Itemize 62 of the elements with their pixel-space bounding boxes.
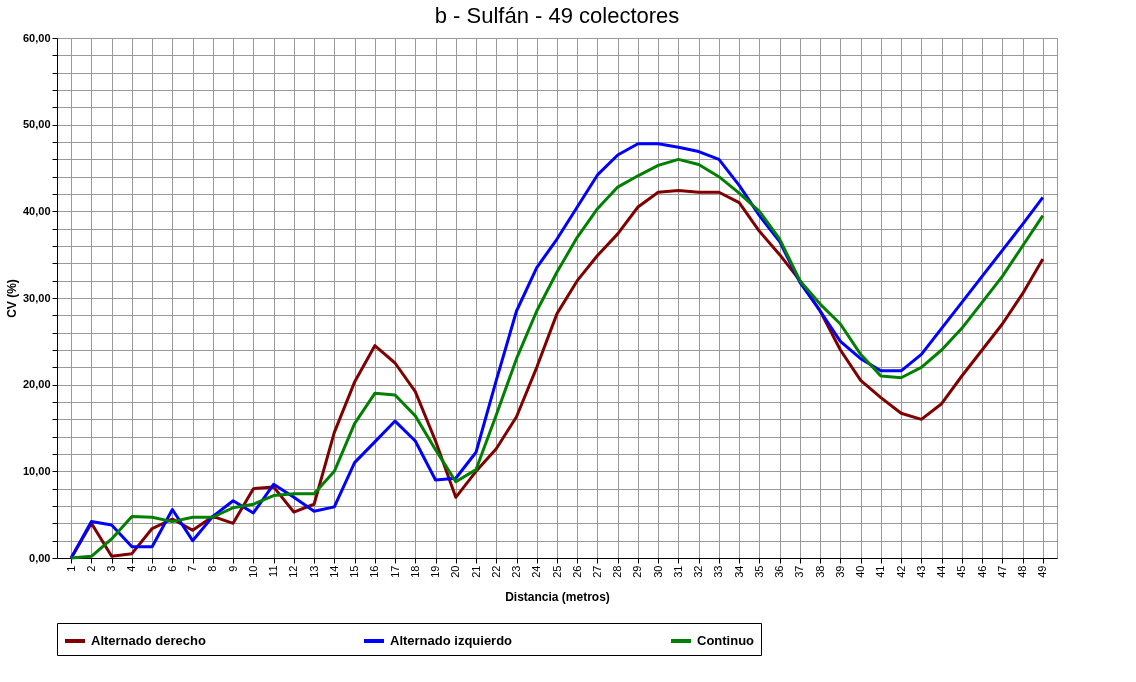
x-tick-label: 13 — [307, 565, 320, 578]
x-tick-label: 46 — [975, 565, 988, 578]
x-tick-label: 10 — [246, 565, 259, 578]
x-tick-label: 41 — [874, 565, 887, 578]
x-tick-label: 26 — [570, 565, 583, 578]
x-tick-label: 36 — [773, 565, 786, 578]
x-tick-label: 23 — [510, 565, 523, 578]
x-tick-label: 44 — [935, 565, 948, 578]
x-tick-label: 18 — [408, 565, 421, 578]
x-tick-label: 37 — [793, 565, 806, 578]
x-tick-label: 40 — [854, 565, 867, 578]
x-tick-label: 49 — [1036, 565, 1049, 578]
legend-label: Alternado izquierdo — [390, 633, 513, 648]
x-tick-label: 38 — [813, 565, 826, 578]
x-tick-label: 47 — [995, 565, 1008, 578]
x-tick-label: 11 — [267, 565, 280, 577]
x-tick-label: 4 — [125, 565, 138, 572]
y-tick-label: 0,00 — [29, 551, 51, 564]
x-tick-label: 29 — [631, 565, 644, 578]
x-tick-label: 24 — [530, 565, 543, 578]
x-tick-label: 25 — [550, 565, 563, 578]
x-tick-label: 20 — [449, 565, 462, 578]
x-tick-label: 42 — [894, 565, 907, 578]
x-tick-label: 16 — [368, 565, 381, 578]
x-tick-label: 14 — [327, 565, 340, 578]
x-tick-label: 48 — [1016, 565, 1029, 578]
x-tick-label: 9 — [226, 565, 239, 572]
x-tick-label: 17 — [388, 565, 401, 578]
x-tick-label: 1 — [64, 565, 77, 572]
x-tick-label: 34 — [732, 565, 745, 578]
legend-label: Alternado derecho — [91, 633, 206, 648]
legend-label: Continuo — [697, 633, 755, 648]
x-tick-label: 6 — [165, 565, 178, 572]
y-tick-label: 50,00 — [22, 118, 51, 131]
y-tick-label: 20,00 — [22, 378, 51, 391]
x-tick-label: 33 — [712, 565, 725, 578]
x-axis-title: Distancia (metros) — [505, 589, 610, 604]
x-tick-label: 7 — [186, 565, 199, 572]
x-tick-label: 32 — [692, 565, 705, 578]
x-tick-label: 2 — [84, 565, 97, 572]
x-tick-label: 28 — [611, 565, 624, 578]
x-tick-label: 31 — [671, 565, 684, 578]
x-tick-label: 35 — [752, 565, 765, 578]
x-tick-label: 5 — [145, 565, 158, 572]
y-axis-title: CV (%) — [4, 279, 19, 318]
y-tick-label: 60,00 — [22, 31, 51, 44]
x-tick-label: 3 — [105, 565, 118, 572]
x-tick-label: 15 — [348, 565, 361, 578]
y-tick-label: 10,00 — [22, 464, 51, 477]
y-tick-label: 40,00 — [22, 204, 51, 217]
x-tick-label: 8 — [206, 565, 219, 572]
x-tick-label: 27 — [590, 565, 603, 578]
chart-title: b - Sulfán - 49 colectores — [434, 3, 680, 28]
x-tick-label: 30 — [651, 565, 664, 578]
x-tick-label: 22 — [489, 565, 502, 578]
x-tick-label: 21 — [469, 565, 482, 578]
y-tick-label: 30,00 — [22, 291, 51, 304]
x-tick-label: 39 — [833, 565, 846, 578]
x-tick-label: 43 — [914, 565, 927, 578]
x-tick-label: 12 — [287, 565, 300, 578]
x-tick-label: 45 — [955, 565, 968, 578]
x-tick-label: 19 — [429, 565, 442, 578]
